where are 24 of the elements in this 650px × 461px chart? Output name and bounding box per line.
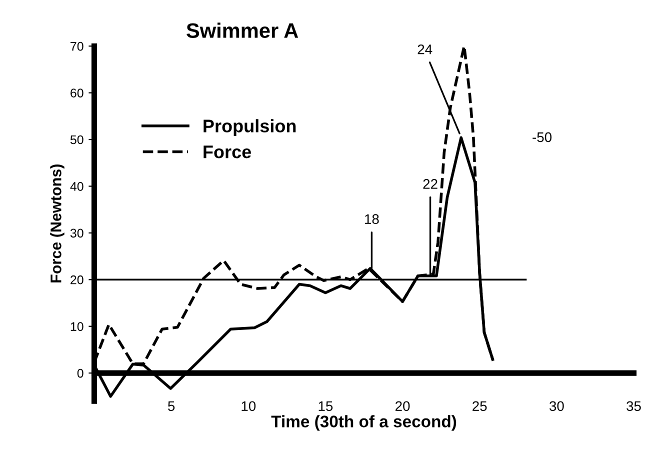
y-tick-label: 70 bbox=[70, 42, 84, 51]
x-tick-label: 35 bbox=[626, 401, 641, 412]
y-tick-label: 40 bbox=[70, 182, 84, 191]
y-axis-title: Force (Newtons) bbox=[50, 164, 64, 282]
annotation: 22 bbox=[423, 179, 438, 189]
x-tick-label: 20 bbox=[396, 401, 410, 412]
y-tick-label: 0 bbox=[77, 368, 84, 378]
annotation: 24 bbox=[418, 44, 432, 54]
y-tick-label: 60 bbox=[70, 88, 84, 98]
chart-title: Swimmer A bbox=[186, 22, 298, 38]
x-tick-label: 15 bbox=[318, 401, 333, 412]
y-tick-label: 30 bbox=[70, 228, 84, 238]
annotation: -50 bbox=[532, 132, 552, 142]
y-tick-label: 50 bbox=[70, 135, 84, 144]
x-tick-label: 30 bbox=[549, 401, 564, 412]
x-tick-label: 5 bbox=[168, 401, 175, 412]
legend-label: Propulsion bbox=[204, 119, 296, 136]
y-tick-label: 20 bbox=[70, 275, 84, 284]
legend-label: Force bbox=[204, 146, 252, 158]
x-axis-title: Time (30th of a second) bbox=[271, 415, 456, 431]
y-tick-label: 10 bbox=[70, 322, 84, 331]
x-tick-label: 25 bbox=[472, 401, 487, 412]
x-tick-label: 10 bbox=[242, 401, 256, 412]
annotation: 18 bbox=[365, 214, 379, 224]
